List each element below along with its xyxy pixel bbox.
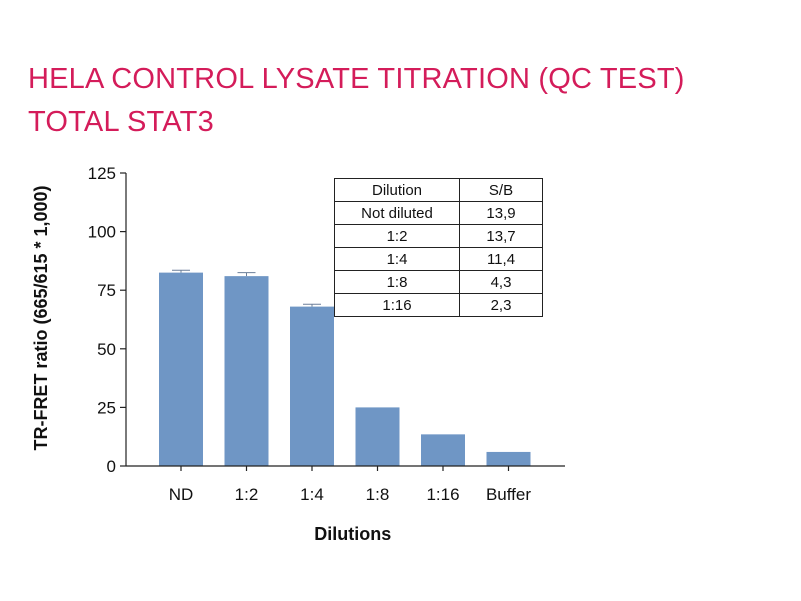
table-header-dilution: Dilution — [334, 178, 460, 202]
table-header-sb: S/B — [459, 178, 543, 202]
table-cell-sb: 13,7 — [459, 224, 543, 248]
x-tick-label: Buffer — [486, 485, 531, 504]
table-cell-dilution: 1:4 — [334, 247, 460, 271]
x-axis-title: Dilutions — [314, 524, 391, 544]
y-tick-label: 25 — [97, 398, 116, 417]
y-axis-title: TR-FRET ratio (665/615 * 1,000) — [31, 185, 51, 450]
chart-title-line-2: TOTAL STAT3 — [28, 106, 214, 138]
x-tick-label: 1:4 — [300, 485, 324, 504]
x-tick-label: ND — [169, 485, 194, 504]
table-cell-dilution: Not diluted — [334, 201, 460, 225]
table-cell-sb: 11,4 — [459, 247, 543, 271]
y-tick-label: 50 — [97, 340, 116, 359]
table-row: 1:16 2,3 — [334, 293, 543, 317]
bar — [355, 407, 400, 466]
table-header-row: Dilution S/B — [334, 178, 543, 202]
table-row: 1:8 4,3 — [334, 270, 543, 294]
table-cell-sb: 13,9 — [459, 201, 543, 225]
table-cell-sb: 4,3 — [459, 270, 543, 294]
x-ticks: ND 1:2 1:4 1:8 1:16 Buffer — [169, 466, 531, 504]
bar — [290, 306, 334, 466]
table-cell-dilution: 1:8 — [334, 270, 460, 294]
chart-title-line-1: HELA CONTROL LYSATE TITRATION (QC TEST) — [28, 63, 685, 95]
x-tick-label: 1:16 — [426, 485, 459, 504]
table-row: Not diluted 13,9 — [334, 201, 543, 225]
table-cell-dilution: 1:2 — [334, 224, 460, 248]
table-row: 1:4 11,4 — [334, 247, 543, 271]
x-tick-label: 1:2 — [235, 485, 259, 504]
y-tick-label: 125 — [88, 164, 116, 183]
table-cell-dilution: 1:16 — [334, 293, 460, 317]
bars-layer — [159, 272, 531, 466]
bar — [486, 451, 531, 466]
x-tick-label: 1:8 — [366, 485, 390, 504]
table-cell-sb: 2,3 — [459, 293, 543, 317]
y-tick-label: 100 — [88, 223, 116, 242]
y-tick-label: 0 — [107, 457, 116, 476]
bar — [159, 272, 203, 466]
signal-to-background-table: Dilution S/B Not diluted 13,9 1:2 13,7 1… — [334, 178, 543, 317]
table-row: 1:2 13,7 — [334, 224, 543, 248]
bar — [421, 434, 465, 466]
y-tick-label: 75 — [97, 281, 116, 300]
y-ticks: 0 25 50 75 100 125 — [88, 164, 126, 476]
error-bars-layer — [172, 269, 321, 307]
bar — [224, 276, 269, 466]
